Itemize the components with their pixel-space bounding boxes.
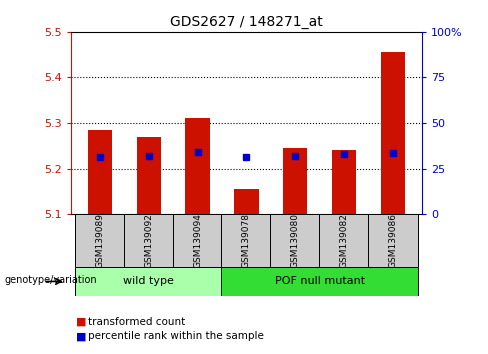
Text: GSM139078: GSM139078 bbox=[242, 213, 251, 268]
Text: GSM139089: GSM139089 bbox=[96, 213, 104, 268]
Text: GSM139080: GSM139080 bbox=[291, 213, 300, 268]
Bar bbox=[270, 214, 320, 267]
Bar bbox=[234, 189, 259, 214]
Bar bbox=[185, 119, 210, 214]
Text: GSM139082: GSM139082 bbox=[340, 213, 348, 268]
Text: GSM139092: GSM139092 bbox=[144, 213, 153, 268]
Text: transformed count: transformed count bbox=[88, 317, 185, 327]
Text: wild type: wild type bbox=[123, 276, 174, 286]
Text: POF null mutant: POF null mutant bbox=[275, 276, 365, 286]
Bar bbox=[137, 137, 161, 214]
Text: GSM139094: GSM139094 bbox=[193, 213, 202, 268]
Bar bbox=[88, 130, 112, 214]
Text: ■: ■ bbox=[76, 331, 86, 341]
Bar bbox=[173, 214, 223, 267]
Bar bbox=[75, 214, 125, 267]
Text: ■: ■ bbox=[76, 317, 86, 327]
Bar bbox=[332, 150, 356, 214]
Bar bbox=[319, 214, 369, 267]
Bar bbox=[368, 214, 418, 267]
Text: genotype/variation: genotype/variation bbox=[5, 275, 98, 285]
Bar bbox=[75, 267, 223, 296]
Bar bbox=[222, 214, 271, 267]
Bar bbox=[222, 267, 418, 296]
Bar bbox=[283, 148, 307, 214]
Bar bbox=[381, 52, 405, 214]
Text: percentile rank within the sample: percentile rank within the sample bbox=[88, 331, 264, 341]
Bar bbox=[124, 214, 174, 267]
Text: GSM139086: GSM139086 bbox=[388, 213, 397, 268]
Title: GDS2627 / 148271_at: GDS2627 / 148271_at bbox=[170, 16, 323, 29]
